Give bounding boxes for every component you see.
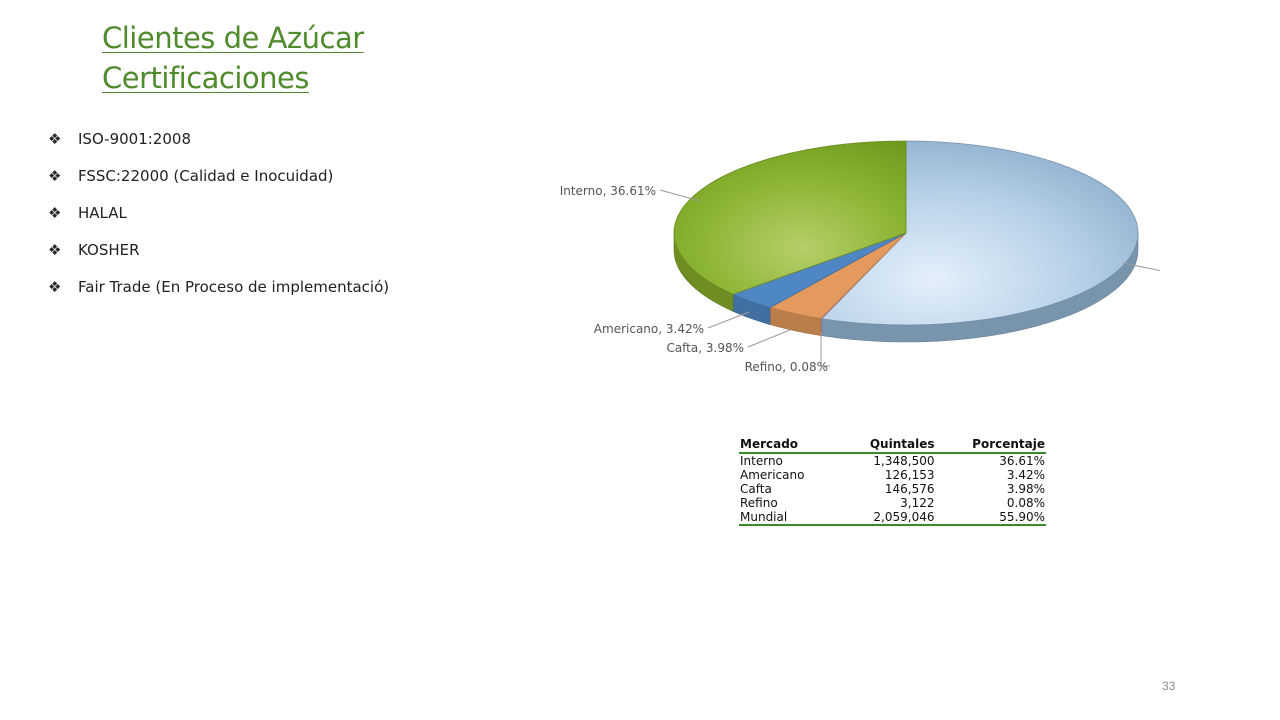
leader-line-interno: [659, 189, 701, 202]
column-header-quintales: Quintales: [837, 437, 936, 454]
table-row: Interno 1,348,500 36.61%: [739, 453, 1046, 468]
list-item: ❖ ISO-9001:2008: [48, 130, 389, 167]
cell-porcentaje: 55.90%: [935, 510, 1046, 526]
pie-slice-interno: [673, 140, 907, 295]
leader-line-mundial: [1122, 262, 1160, 272]
cell-porcentaje: 3.42%: [1006, 468, 1045, 482]
table-header-row: Mercado Quintales Porcentaje: [739, 437, 1046, 454]
diamond-bullet-icon: ❖: [48, 204, 62, 222]
bullet-text: Fair Trade (En Proceso de implementació): [78, 278, 390, 296]
pie-label-cafta: Cafta, 3.98%: [666, 341, 744, 355]
slide-title: Clientes de Azúcar Certificaciones: [102, 18, 364, 98]
cell-quintales: 126,153: [884, 468, 935, 482]
page-number: 33: [1162, 679, 1176, 693]
list-item: ❖ KOSHER: [48, 241, 389, 278]
leader-line-cafta: [747, 329, 791, 348]
list-item: ❖ HALAL: [48, 204, 389, 241]
cell-quintales: 3,122: [900, 496, 935, 510]
cell-porcentaje: 0.08%: [1006, 496, 1045, 510]
pie-slice-mundial: [821, 140, 1139, 326]
list-item: ❖ FSSC:22000 (Calidad e Inocuidad): [48, 167, 389, 204]
bullet-text: KOSHER: [78, 241, 140, 259]
column-header-porcentaje: Porcentaje: [935, 437, 1046, 454]
cell-mercado: Cafta: [740, 482, 772, 496]
leader-line-refino: [820, 332, 830, 367]
table-row: Refino 3,122 0.08%: [739, 496, 1046, 510]
diamond-bullet-icon: ❖: [48, 167, 62, 185]
list-item: ❖ Fair Trade (En Proceso de implementació…: [48, 278, 389, 315]
certification-list: ❖ ISO-9001:2008 ❖ FSSC:22000 (Calidad e In…: [48, 130, 389, 315]
diamond-bullet-icon: ❖: [48, 241, 62, 259]
cell-mercado: Americano: [740, 468, 805, 482]
pie-label-interno: Interno, 36.61%: [560, 184, 656, 198]
cell-mercado: Mundial: [739, 510, 838, 526]
diamond-bullet-icon: ❖: [48, 130, 62, 148]
pie-label-refino: Refino, 0.08%: [745, 360, 828, 374]
cell-quintales: 146,576: [884, 482, 935, 496]
cell-quintales: 1,348,500: [873, 454, 935, 468]
table-row: Cafta 146,576 3.98%: [739, 482, 1046, 496]
cell-mercado: Interno: [740, 454, 783, 468]
bullet-text: FSSC:22000 (Calidad e Inocuidad): [78, 167, 334, 185]
pie-labels: Mundial, 55.9%Refino, 0.08%Cafta, 3.98%A…: [560, 184, 1160, 374]
pie-label-americano: Americano, 3.42%: [594, 322, 704, 336]
column-header-mercado: Mercado: [739, 437, 838, 454]
bullet-text: HALAL: [78, 204, 127, 222]
cell-quintales: 2,059,046: [837, 510, 936, 526]
market-table: Mercado Quintales Porcentaje Interno 1,3…: [739, 437, 1046, 526]
cell-porcentaje: 36.61%: [999, 454, 1045, 468]
market-pie-chart: Mundial, 55.9%Refino, 0.08%Cafta, 3.98%A…: [560, 140, 1160, 374]
diamond-bullet-icon: ❖: [48, 278, 62, 296]
pie-slices: [673, 140, 1139, 343]
bullet-text: ISO-9001:2008: [78, 130, 191, 148]
table-row: Mundial 2,059,046 55.90%: [739, 510, 1046, 526]
cell-mercado: Refino: [740, 496, 778, 510]
title-line-2: Certificaciones: [102, 61, 309, 95]
leader-line-americano: [707, 311, 750, 329]
table-row: Americano 126,153 3.42%: [739, 468, 1046, 482]
title-line-1: Clientes de Azúcar: [102, 21, 364, 55]
cell-porcentaje: 3.98%: [1006, 482, 1045, 496]
